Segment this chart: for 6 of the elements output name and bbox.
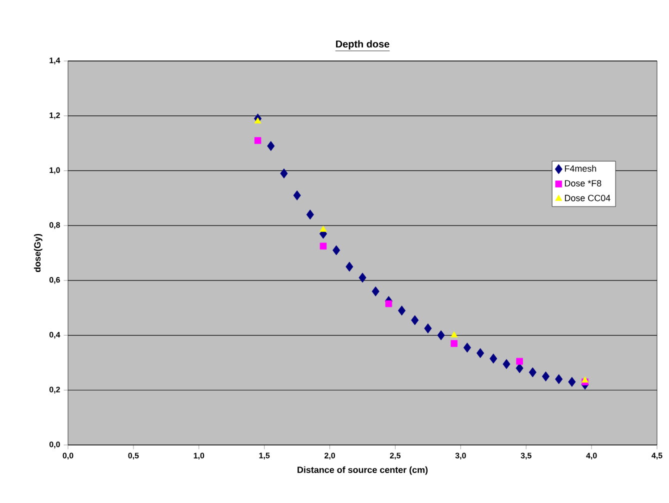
y-axis-title: dose(Gy) xyxy=(34,234,42,272)
legend-label: F4mesh xyxy=(564,165,596,172)
legend-label: Dose *F8 xyxy=(564,180,602,186)
x-axis-title: Distance of source center (cm) xyxy=(298,466,428,475)
legend-label: Dose CC04 xyxy=(564,194,610,202)
chart-title: Depth dose xyxy=(336,40,390,50)
